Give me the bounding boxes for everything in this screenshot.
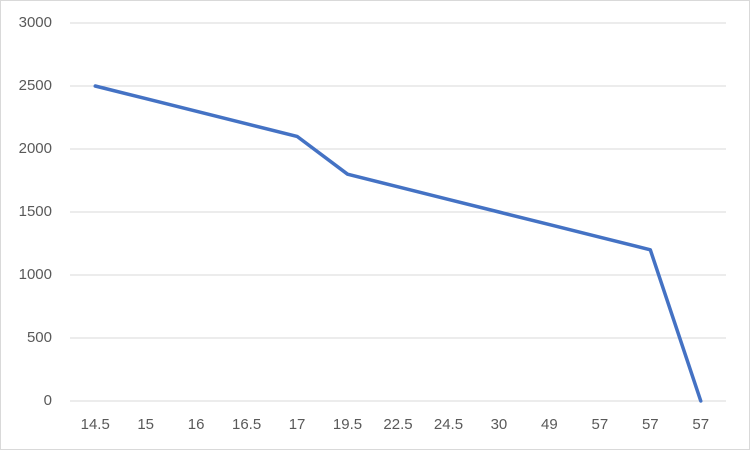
x-tick-label: 24.5 [434, 416, 463, 433]
x-tick-label: 19.5 [333, 416, 362, 433]
x-tick-label: 16 [188, 416, 205, 433]
x-tick-label: 14.5 [81, 416, 110, 433]
x-tick-label: 49 [541, 416, 558, 433]
y-tick-label: 2000 [19, 140, 52, 157]
x-tick-label: 57 [642, 416, 659, 433]
y-tick-label: 0 [44, 392, 52, 409]
x-tick-label: 17 [289, 416, 306, 433]
x-tick-label: 57 [692, 416, 709, 433]
y-tick-label: 2500 [19, 77, 52, 94]
x-tick-label: 30 [491, 416, 508, 433]
x-tick-label: 57 [592, 416, 609, 433]
y-tick-label: 3000 [19, 14, 52, 31]
x-tick-label: 16.5 [232, 416, 261, 433]
y-tick-label: 500 [27, 329, 52, 346]
y-tick-label: 1500 [19, 203, 52, 220]
y-tick-label: 1000 [19, 266, 52, 283]
data-line [93, 84, 703, 403]
x-tick-label: 22.5 [383, 416, 412, 433]
x-tick-label: 15 [137, 416, 154, 433]
